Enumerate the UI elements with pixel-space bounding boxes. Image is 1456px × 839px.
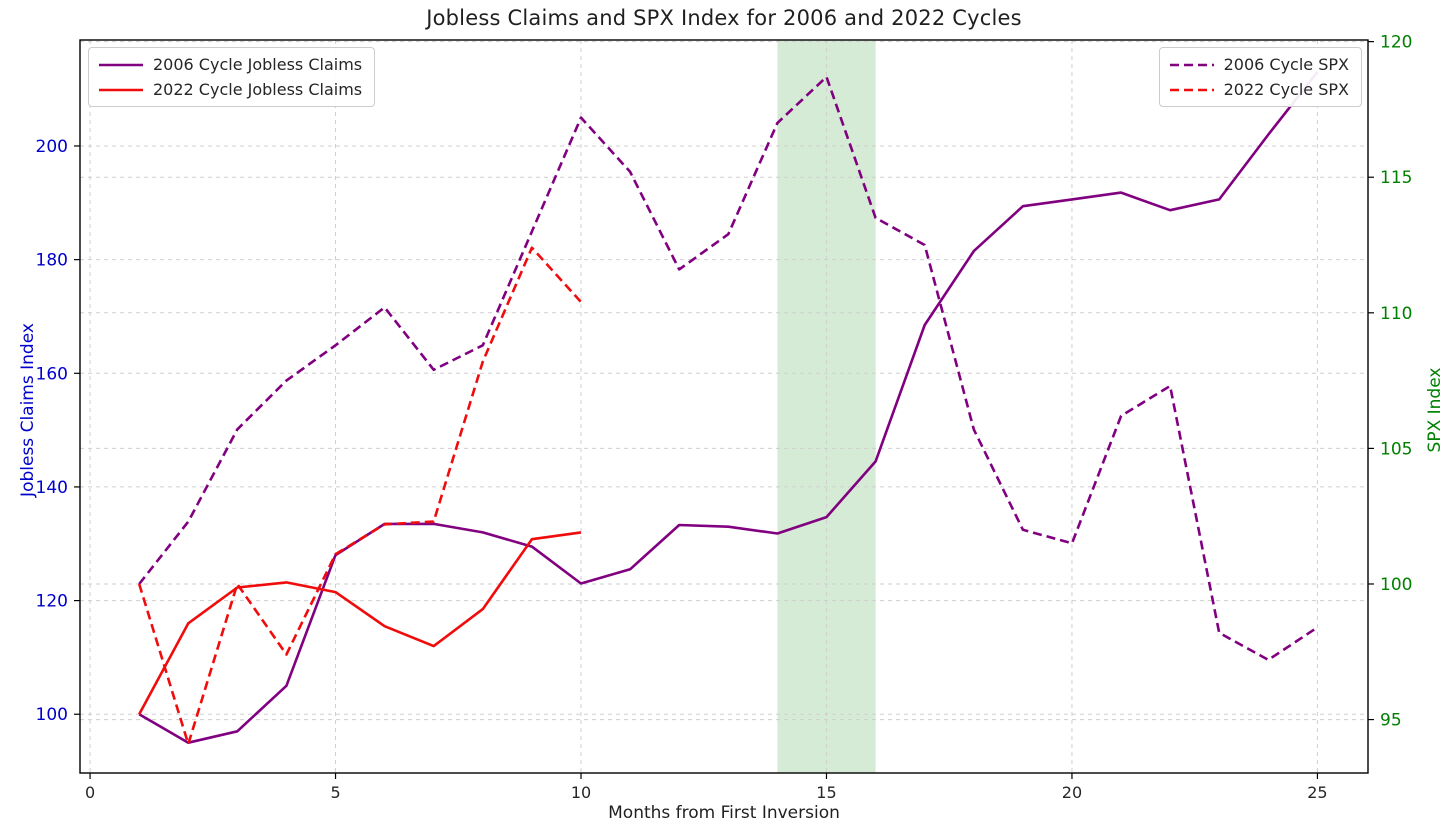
right-tick-label: 110 — [1380, 304, 1412, 324]
legend-line-solid-purple-icon — [99, 63, 143, 66]
plot-border — [79, 39, 1369, 774]
legend-item-2006-claims: 2006 Cycle Jobless Claims — [99, 55, 362, 74]
left-tick-label: 160 — [36, 364, 68, 384]
x-tick-label: 15 — [816, 783, 836, 802]
left-tick-label: 200 — [36, 137, 68, 157]
legend-jobless-claims: 2006 Cycle Jobless Claims 2022 Cycle Job… — [88, 47, 376, 107]
legend-line-dashed-red-icon — [1169, 88, 1214, 91]
series-2022-cycle-spx — [137, 246, 582, 746]
chart-title: Jobless Claims and SPX Index for 2006 an… — [426, 6, 1022, 30]
legend-item-2022-claims: 2022 Cycle Jobless Claims — [99, 80, 362, 99]
x-tick-label: 0 — [85, 783, 95, 802]
x-tick-label: 25 — [1307, 783, 1327, 802]
left-tick-label: 180 — [36, 251, 68, 271]
x-tick-label: 5 — [330, 783, 340, 802]
legend-line-dashed-purple-icon — [1169, 63, 1214, 66]
legend-line-solid-red-icon — [99, 88, 143, 91]
left-tick-label: 120 — [36, 592, 68, 612]
legend-label: 2022 Cycle Jobless Claims — [153, 80, 363, 99]
x-tick-label: 20 — [1062, 783, 1082, 802]
right-tick-label: 120 — [1380, 33, 1412, 53]
series-2006-cycle-jobless-claims — [138, 71, 1319, 745]
legend-spx: 2006 Cycle SPX 2022 Cycle SPX — [1158, 47, 1362, 107]
x-axis-label: Months from First Inversion — [608, 803, 840, 823]
legend-item-2006-spx: 2006 Cycle SPX — [1169, 55, 1349, 74]
legend-label: 2006 Cycle SPX — [1223, 55, 1349, 74]
left-tick-label: 140 — [36, 478, 68, 498]
legend-label: 2022 Cycle SPX — [1223, 80, 1349, 99]
left-axis-label: Jobless Claims Index — [18, 323, 38, 497]
right-tick-label: 100 — [1380, 575, 1412, 595]
legend-label: 2006 Cycle Jobless Claims — [153, 55, 363, 74]
legend-item-2022-spx: 2022 Cycle SPX — [1169, 80, 1349, 99]
right-axis-label: SPX Index — [1425, 367, 1445, 453]
right-tick-label: 95 — [1380, 711, 1402, 731]
series-2022-cycle-jobless-claims — [138, 531, 582, 715]
series-2006-cycle-spx — [138, 75, 1319, 662]
right-tick-label: 115 — [1380, 168, 1412, 188]
right-tick-label: 105 — [1380, 439, 1412, 459]
highlight-band — [777, 40, 876, 773]
left-tick-label: 100 — [36, 705, 68, 725]
x-tick-label: 10 — [571, 783, 591, 802]
